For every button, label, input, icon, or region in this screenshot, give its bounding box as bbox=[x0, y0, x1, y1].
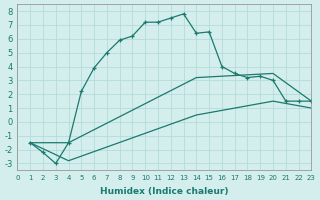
X-axis label: Humidex (Indice chaleur): Humidex (Indice chaleur) bbox=[100, 187, 229, 196]
